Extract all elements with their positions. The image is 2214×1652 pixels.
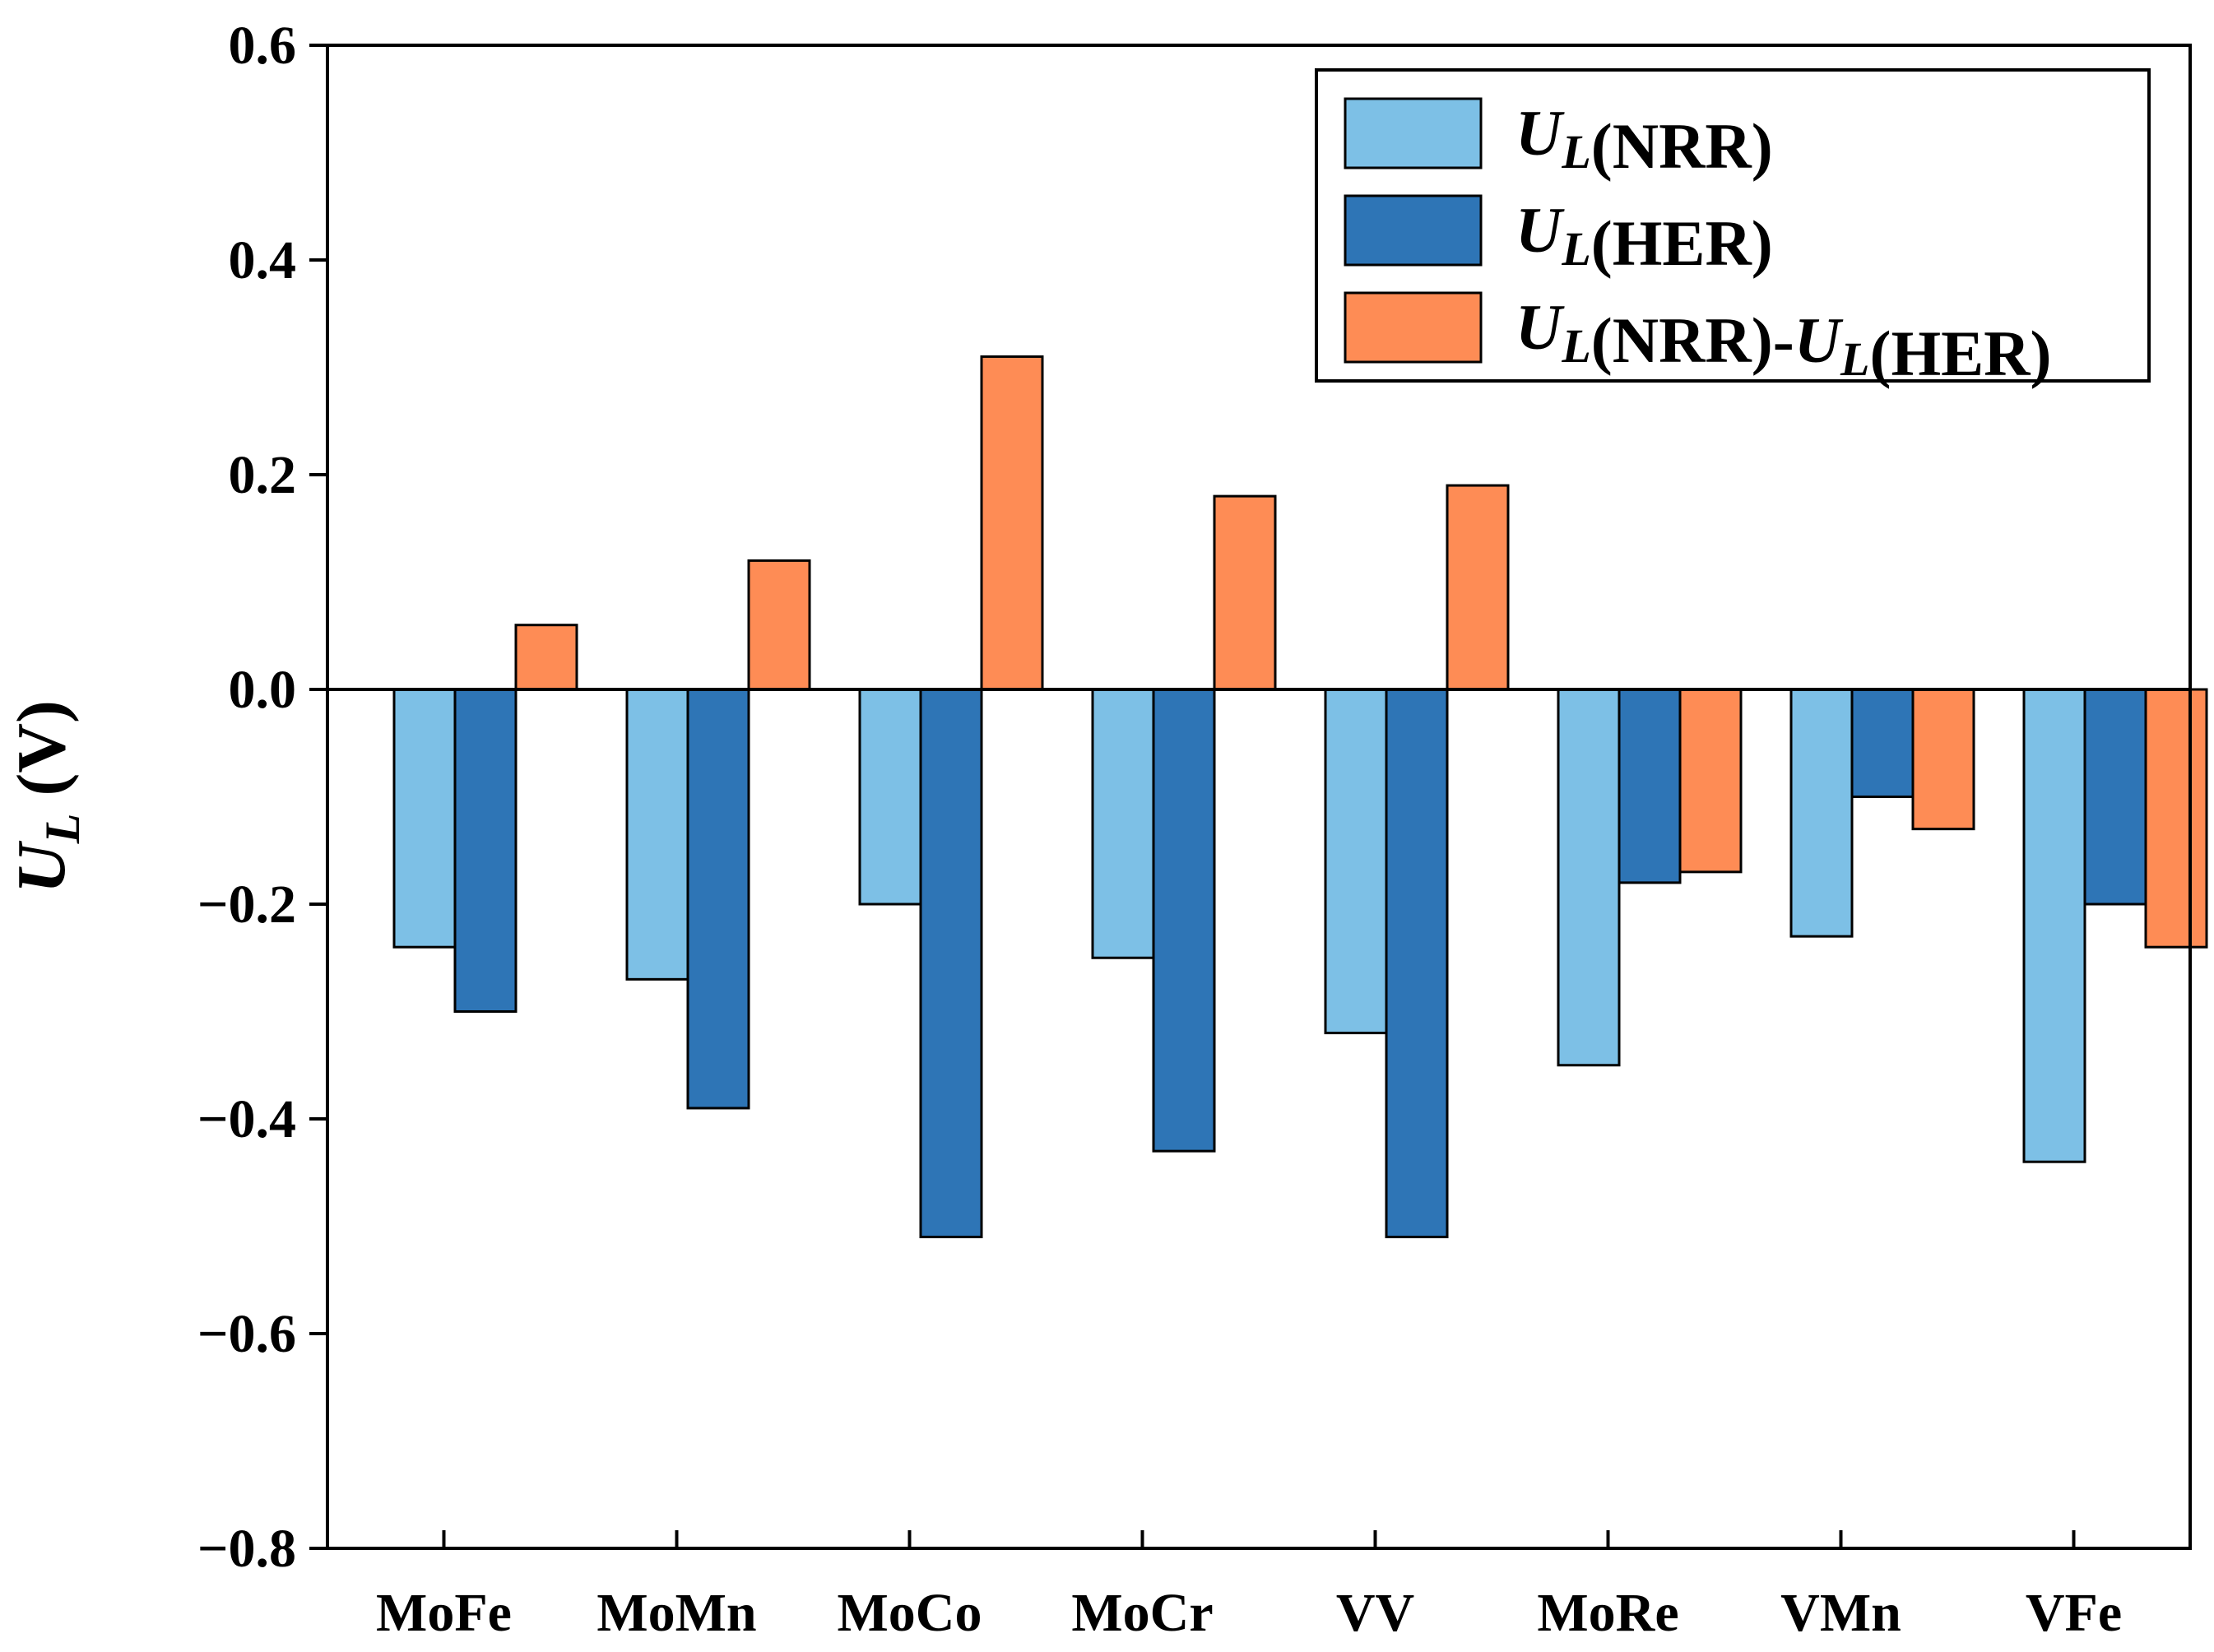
y-axis-label: UL (V)	[3, 700, 90, 893]
x-tick-label: VFe	[2026, 1583, 2122, 1643]
bar-mocr-u-l-her	[1152, 688, 1216, 1153]
bar-momn-u-l-nrr	[625, 688, 689, 981]
legend: UL(NRR) UL(HER) UL(NRR)-UL(HER)	[1315, 68, 2151, 389]
legend-swatch-u-l-nrr	[1344, 97, 1483, 169]
y-tick-label: −0.2	[197, 875, 296, 935]
bar-momn-u-l-her	[686, 688, 750, 1110]
bar-moco-u-l-nrr-u-l-her	[980, 355, 1044, 691]
y-tick-label: 0.2	[229, 445, 297, 505]
y-tick-label: 0.6	[229, 16, 297, 76]
bar-mofe-u-l-nrr-u-l-her	[514, 624, 578, 691]
bar-moco-u-l-her	[919, 688, 983, 1239]
bar-vv-u-l-nrr	[1324, 688, 1388, 1035]
legend-label-u-l-nrr-u-l-her: UL(NRR)-UL(HER)	[1515, 291, 2051, 389]
legend-label-u-l-nrr: UL(NRR)	[1515, 97, 1773, 182]
y-tick-label: −0.8	[197, 1519, 296, 1579]
bar-vfe-u-l-nrr	[2022, 688, 2086, 1163]
bar-vmn-u-l-her	[1850, 688, 1915, 798]
x-tick-label: MoMn	[596, 1583, 756, 1643]
axes: 0.6 0.4 0.2 0.0 −0.2 −0.4 −0.6 −0.8 MoFe MoMn MoCo…	[197, 16, 2192, 1643]
bar-mofe-u-l-her	[453, 688, 518, 1013]
y-tick-label: 0.0	[229, 660, 297, 720]
bars	[392, 355, 2208, 1239]
bar-momn-u-l-nrr-u-l-her	[747, 559, 811, 691]
bar-vfe-u-l-her	[2083, 688, 2147, 906]
y-tick-label: 0.4	[229, 230, 297, 290]
bar-mocr-u-l-nrr-u-l-her	[1213, 494, 1277, 691]
bar-more-u-l-nrr	[1557, 688, 1621, 1067]
bar-vv-u-l-nrr-u-l-her	[1446, 484, 1510, 691]
bar-mofe-u-l-nrr	[392, 688, 457, 949]
legend-swatch-u-l-nrr-u-l-her	[1344, 291, 1483, 364]
x-tick-label: MoCr	[1071, 1583, 1213, 1643]
bar-moco-u-l-nrr	[858, 688, 922, 906]
bar-vv-u-l-her	[1385, 688, 1449, 1239]
plot-frame	[326, 44, 2192, 1550]
legend-swatch-u-l-her	[1344, 194, 1483, 267]
x-tick-label: MoRe	[1537, 1583, 1678, 1643]
y-axis-title: UL (V)	[3, 700, 90, 893]
y-tick-label: −0.4	[197, 1089, 296, 1149]
bar-more-u-l-her	[1618, 688, 1682, 884]
bar-vmn-u-l-nrr	[1789, 688, 1854, 938]
x-tick-label: VMn	[1780, 1583, 1901, 1643]
bar-vfe-u-l-nrr-u-l-her	[2144, 688, 2208, 949]
x-tick-label: VV	[1336, 1583, 1414, 1643]
y-tick-label: −0.6	[197, 1304, 296, 1364]
x-tick-label: MoCo	[838, 1583, 982, 1643]
legend-label-u-l-her: UL(HER)	[1515, 194, 1773, 279]
bar-more-u-l-nrr-u-l-her	[1678, 688, 1743, 874]
x-tick-label: MoFe	[376, 1583, 512, 1643]
bar-vmn-u-l-nrr-u-l-her	[1911, 688, 1975, 831]
bar-mocr-u-l-nrr	[1091, 688, 1155, 959]
